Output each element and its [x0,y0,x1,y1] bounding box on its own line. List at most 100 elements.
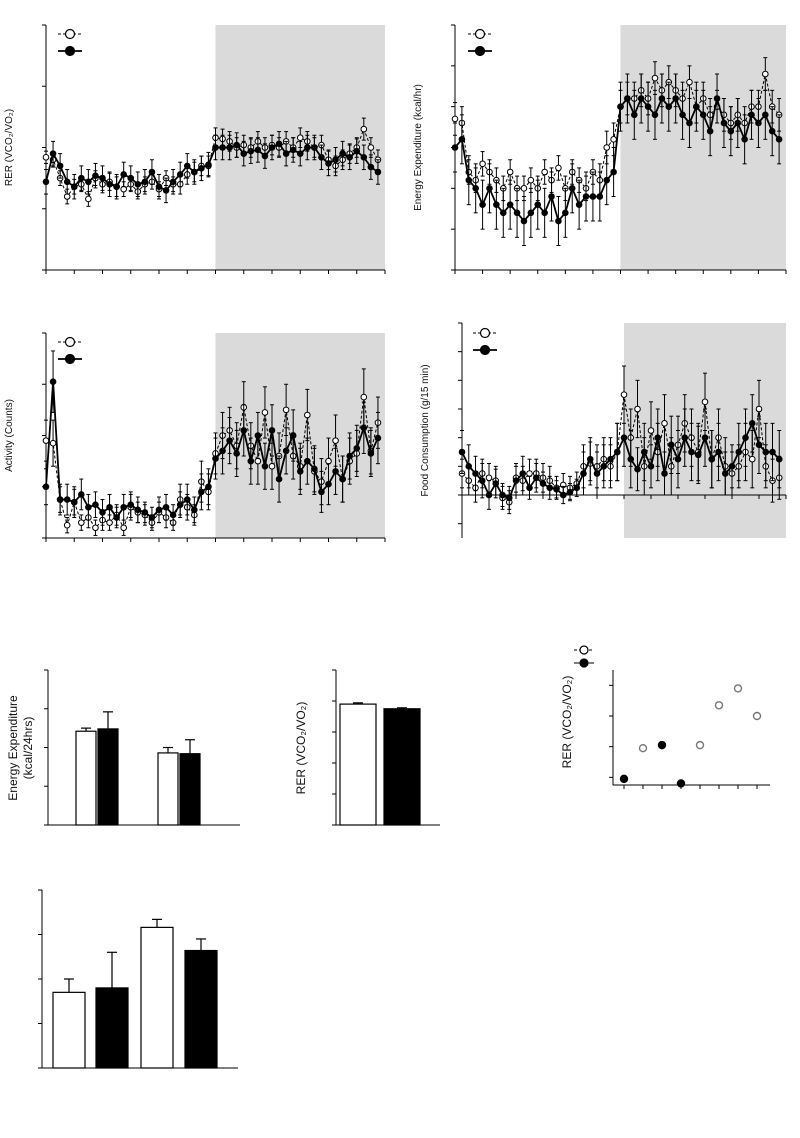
panel-A-data-point [141,178,149,186]
panel-C-data-point [233,450,240,457]
panel-B-data-point [562,209,569,217]
panel-F-bar [383,708,421,826]
panel-C-data-point [42,483,50,491]
panel-B-data-point [527,176,535,184]
panel-D-data-point [748,420,756,427]
panel-B-data-point [651,74,659,82]
panel-E-y-axis-label-line-1: Energy Expenditure [6,695,20,801]
panel-H-bar [95,987,129,1069]
panel-A-data-point [169,178,177,186]
panel-A-data-point [56,162,64,170]
panel-B-data-point [665,103,673,110]
panel-D-data-point [735,448,743,456]
panel-A-data-point [346,154,353,161]
panel-A-data-point [275,140,283,148]
panel-A-data-point [311,144,318,151]
panel-A-data-point [106,180,113,188]
panel-B-data-point [624,95,631,102]
panel-B-data-point [693,103,700,110]
panel-C-data-point [268,462,276,470]
panel-G-data-point [657,740,667,750]
panel-C-data-point [49,439,57,447]
panel-B-data-point [506,201,514,208]
panel-B-data-point [506,168,514,176]
panel-D-data-point [674,455,682,463]
panel-C-data-point [332,468,339,475]
panel-D-data-point [593,470,601,477]
panel-B-data-point [720,119,728,127]
panel-E-bar [97,728,119,826]
panel-C-data-point [120,524,127,532]
panel-D-data-point [485,491,493,499]
panel-D-data-point [458,448,466,456]
panel-B-data-point [651,111,659,119]
panel-A-data-point [360,154,368,161]
panel-A-data-point [92,172,99,179]
panel-B-data-point [748,111,755,119]
panel-B-data-point [479,201,486,208]
panel-D-legend-marker [479,344,491,356]
panel-D-data-point [499,491,506,499]
panel-A-data-point [120,171,127,178]
panel-A-data-point [296,150,304,157]
panel-D-data-point [478,477,486,484]
panel-D-data-point [769,448,776,456]
panel-A-data-point [198,165,205,172]
panel-B-data-point [520,185,528,192]
panel-C-data-point [275,475,283,483]
panel-C-data-point [374,434,382,442]
panel-D-data-point [546,484,554,492]
panel-A-data-point [247,147,255,155]
panel-D-data-point [620,391,628,398]
panel-A-data-point [176,171,184,178]
panel-D-data-point [627,455,635,463]
panel-B-data-point [465,176,473,184]
panel-C-data-point [42,437,50,444]
panel-C-data-point [212,455,219,462]
panel-G-data-point [695,740,705,750]
panel-F-bar [339,703,377,826]
panel-C-data-point [183,496,191,503]
panel-D-data-point [681,434,689,441]
panel-D-data-point [526,470,533,477]
panel-B-data-point [541,209,548,217]
panel-D-data-point [647,427,655,434]
panel-A-data-point [289,146,297,154]
panel-B-data-point [686,78,693,86]
panel-B-data-point [734,119,742,127]
panel-B-data-point [596,193,604,200]
panel-A-data-point [42,154,50,161]
panel-A-data-point [332,156,339,164]
panel-D-data-point [755,441,763,449]
panel-D-data-point [634,465,641,473]
panel-A-data-point [268,144,276,151]
panel-B-data-point [686,119,693,127]
panel-D-data-point [661,470,668,477]
panel-B-data-point [741,136,748,143]
panel-B-data-point [679,111,686,119]
panel-D-data-point [701,398,709,406]
panel-C-data-point [353,445,361,452]
panel-G-y-axis-label: RER (VCO₂/VO₂) [560,676,574,769]
panel-A-legend-marker [64,28,76,40]
panel-D-data-point [553,485,560,493]
panel-A-data-point [49,150,57,157]
panel-C-data-point [261,409,269,416]
panel-G-data-point [676,779,686,788]
panel-A-data-point [226,144,233,151]
panel-D-data-point [485,474,493,482]
panel-C-data-point [63,496,71,503]
panel-B-data-point [610,136,617,143]
panel-D-data-point [600,463,608,470]
panel-C-data-point [120,503,127,511]
panel-A-data-point [296,134,304,141]
panel-B-data-point [610,168,617,176]
panel-D-data-point [586,455,594,463]
panel-D-data-point [607,455,614,463]
panel-A-legend-marker [64,45,76,57]
panel-G-legend-marker [579,645,589,655]
panel-D-data-point [613,448,621,456]
panel-B-data-point [451,144,459,151]
panel-D-data-point [647,463,655,470]
panel-G-data-point [733,684,743,693]
